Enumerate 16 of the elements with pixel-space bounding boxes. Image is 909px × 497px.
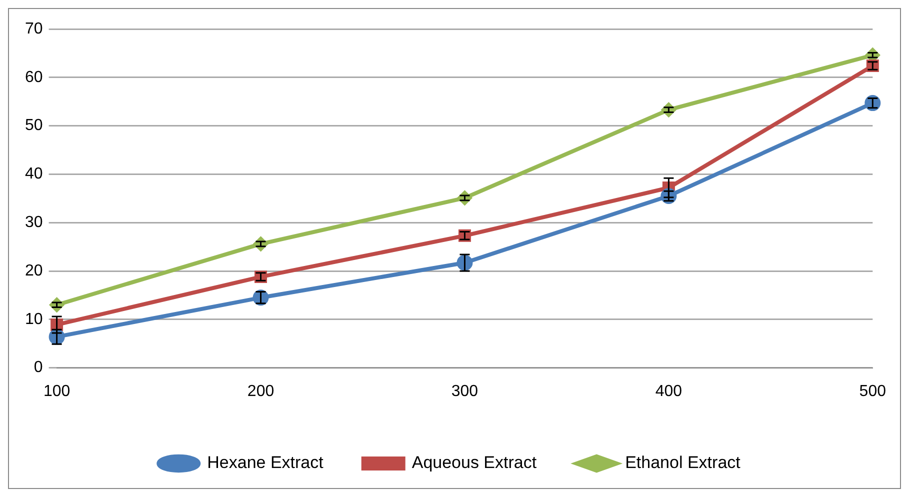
legend-label: Ethanol Extract xyxy=(625,453,741,472)
legend-label: Aqueous Extract xyxy=(412,453,537,472)
x-tick-label: 200 xyxy=(247,382,274,400)
x-tick-label: 500 xyxy=(859,382,886,400)
y-tick-label: 20 xyxy=(25,262,43,280)
y-tick-label: 60 xyxy=(25,68,43,86)
y-tick-label: 40 xyxy=(25,166,43,183)
y-tick-label: 0 xyxy=(34,359,43,376)
x-tick-label: 100 xyxy=(43,382,70,400)
x-tick-label: 300 xyxy=(451,382,478,400)
x-tick-label: 400 xyxy=(655,382,682,400)
y-tick-label: 30 xyxy=(25,214,43,232)
y-tick-label: 50 xyxy=(25,117,43,134)
y-tick-label: 10 xyxy=(25,310,43,328)
legend-label: Hexane Extract xyxy=(207,453,324,472)
y-tick-label: 70 xyxy=(25,20,43,38)
